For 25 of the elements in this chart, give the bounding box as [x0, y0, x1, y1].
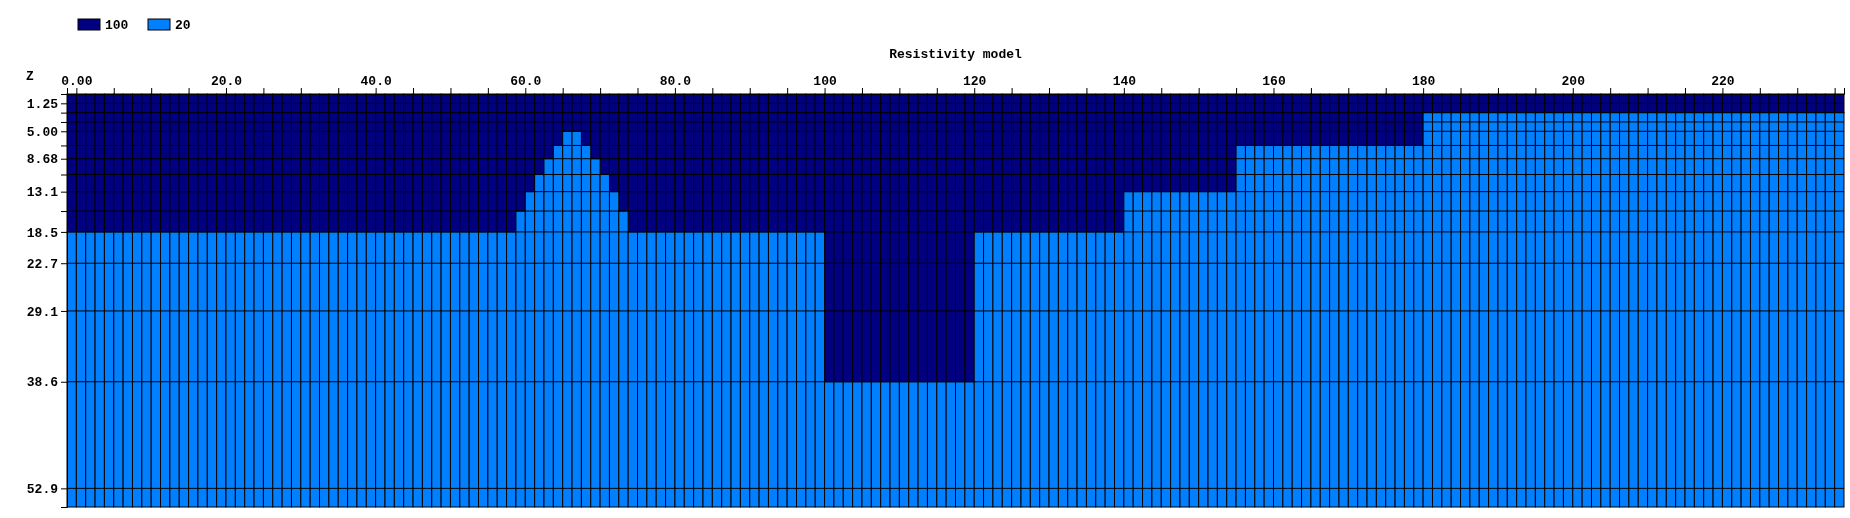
x-tick-label: 0.00	[61, 74, 93, 89]
legend-label: 100	[105, 18, 129, 33]
y-tick-label: 18.5	[26, 225, 59, 241]
x-tick-label: 100	[813, 74, 837, 89]
x-tick-label: 120	[963, 74, 987, 89]
x-tick-label: 60.0	[510, 74, 542, 89]
y-tick-label: 5.00	[26, 124, 59, 140]
x-tick-label: 200	[1561, 74, 1586, 89]
y-tick-label: 52.9	[26, 482, 59, 498]
x-tick-label: 140	[1112, 74, 1137, 89]
x-tick-label: 80.0	[659, 74, 692, 89]
x-tick-label: 220	[1711, 74, 1735, 89]
x-tick-label: 20.0	[210, 74, 243, 89]
x-tick-label: 40.0	[360, 74, 392, 89]
chart-title: Resistivity model	[889, 47, 1023, 62]
y-tick-label: 8.68	[26, 152, 59, 168]
x-tick-label: 180	[1411, 74, 1436, 89]
y-tick-label: 13.1	[26, 185, 59, 201]
x-tick-label: 160	[1262, 74, 1286, 89]
legend-label: 20	[175, 18, 191, 33]
y-tick-label: 22.7	[26, 256, 58, 272]
y-axis-title: Z	[26, 69, 35, 84]
y-tick-label: 38.6	[26, 375, 59, 391]
y-tick-label: 1.25	[26, 96, 59, 112]
y-tick-label: 29.1	[26, 304, 59, 320]
